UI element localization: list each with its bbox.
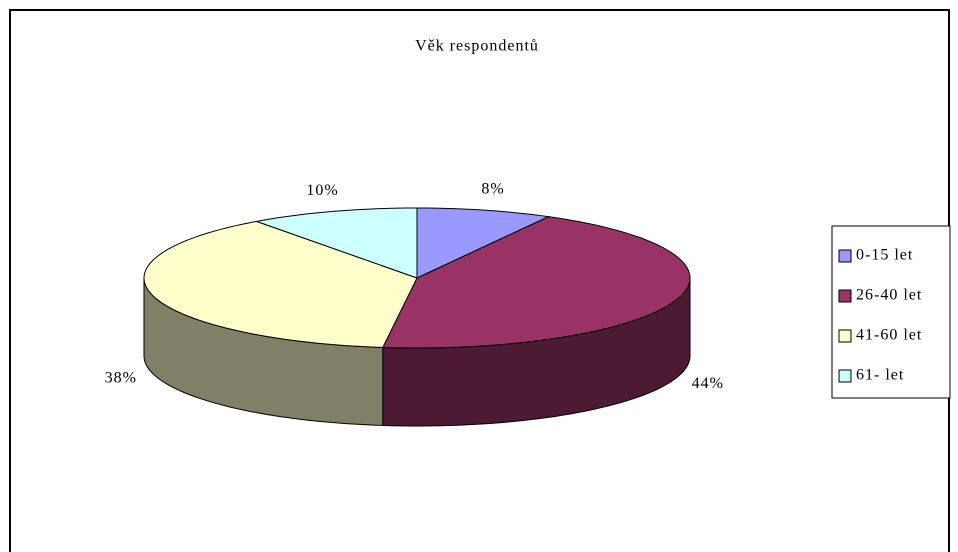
legend-box bbox=[831, 225, 951, 399]
legend-swatch bbox=[838, 249, 852, 263]
legend-swatch bbox=[838, 289, 852, 303]
pie-slice bbox=[254, 207, 418, 279]
legend-label: 26-40 let bbox=[856, 287, 922, 304]
pie-slice bbox=[143, 220, 418, 348]
legend-label: 61- let bbox=[856, 367, 904, 384]
legend-label: 0-15 let bbox=[856, 247, 913, 264]
chart-title: Věk respondentů bbox=[415, 38, 539, 55]
data-label: 38% bbox=[105, 369, 137, 386]
data-label: 8% bbox=[481, 181, 504, 198]
legend-swatch bbox=[838, 329, 852, 343]
data-label: 10% bbox=[306, 182, 338, 199]
data-label: 44% bbox=[692, 375, 724, 392]
legend-label: 41-60 let bbox=[856, 327, 922, 344]
pie-slice bbox=[381, 216, 691, 349]
legend-swatch bbox=[838, 369, 852, 383]
pie-slice bbox=[416, 207, 551, 279]
